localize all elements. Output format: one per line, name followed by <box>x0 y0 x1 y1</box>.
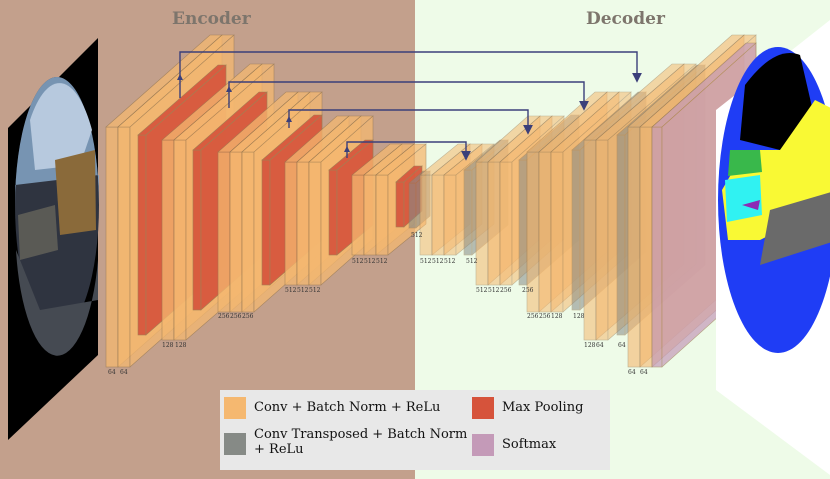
label-bottleneck: 512 <box>411 232 423 239</box>
label-enc5-a: 512 <box>352 258 364 265</box>
legend-label-conv: Conv + Batch Norm + ReLu <box>254 400 441 415</box>
layer-blocks <box>105 34 757 368</box>
encoder-title: Encoder <box>172 9 251 29</box>
legend-label-maxpool: Max Pooling <box>502 400 584 415</box>
skip-arrow-start-3 <box>286 116 292 122</box>
label-dec1-b: 512 <box>432 258 444 265</box>
label-enc4-c: 512 <box>309 287 321 294</box>
legend-swatch-maxpool <box>472 397 494 419</box>
label-dec2-a: 512 <box>476 287 488 294</box>
label-dec2-b: 512 <box>488 287 500 294</box>
decoder-title: Decoder <box>586 9 665 29</box>
label-enc3-a: 256 <box>218 313 230 320</box>
output-segmentation <box>716 20 830 475</box>
input-image <box>8 38 99 440</box>
skip-arrow-2 <box>228 81 589 111</box>
label-enc4-b: 512 <box>297 287 309 294</box>
label-enc1-b: 64 <box>120 369 128 376</box>
legend-swatch-conv <box>224 397 246 419</box>
skip-arrow-start-1 <box>177 74 183 80</box>
skip-connections <box>177 51 642 161</box>
label-enc2-a: 128 <box>162 342 174 349</box>
legend-item-conv: Conv + Batch Norm + ReLu <box>224 397 440 419</box>
label-dec1-a: 512 <box>420 258 432 265</box>
label-enc5-b: 512 <box>364 258 376 265</box>
label-dec2-t: 256 <box>522 287 534 294</box>
legend-label-convtranspose: Conv Transposed + Batch Norm + ReLu <box>254 427 468 457</box>
label-enc3-c: 256 <box>242 313 254 320</box>
legend: Conv + Batch Norm + ReLu Max Pooling Con… <box>220 390 610 470</box>
legend-label-softmax: Softmax <box>502 437 557 452</box>
label-enc5-c: 512 <box>376 258 388 265</box>
label-dec5-b: 64 <box>640 369 648 376</box>
label-enc4-a: 512 <box>285 287 297 294</box>
legend-swatch-softmax <box>472 434 494 456</box>
label-dec4-b: 64 <box>596 342 604 349</box>
label-dec3-t: 128 <box>573 313 585 320</box>
skip-arrow-start-4 <box>344 146 350 152</box>
label-dec1-c: 512 <box>444 258 456 265</box>
label-dec4-t: 64 <box>618 342 626 349</box>
label-dec3-c: 128 <box>551 313 563 320</box>
label-dec3-b: 256 <box>539 313 551 320</box>
legend-swatch-convtranspose <box>224 433 246 455</box>
legend-item-convtranspose: Conv Transposed + Batch Norm + ReLu <box>224 427 479 457</box>
label-enc3-b: 256 <box>230 313 242 320</box>
label-dec5-a: 64 <box>628 369 636 376</box>
label-enc1-a: 64 <box>108 369 116 376</box>
skip-arrow-start-2 <box>226 86 232 92</box>
label-dec4-a: 128 <box>584 342 596 349</box>
legend-item-softmax: Softmax <box>472 434 556 456</box>
label-dec2-c: 256 <box>500 287 512 294</box>
label-dec1-t: 512 <box>466 258 478 265</box>
label-enc2-b: 128 <box>175 342 187 349</box>
label-dec3-a: 256 <box>527 313 539 320</box>
legend-item-maxpool: Max Pooling <box>472 397 583 419</box>
